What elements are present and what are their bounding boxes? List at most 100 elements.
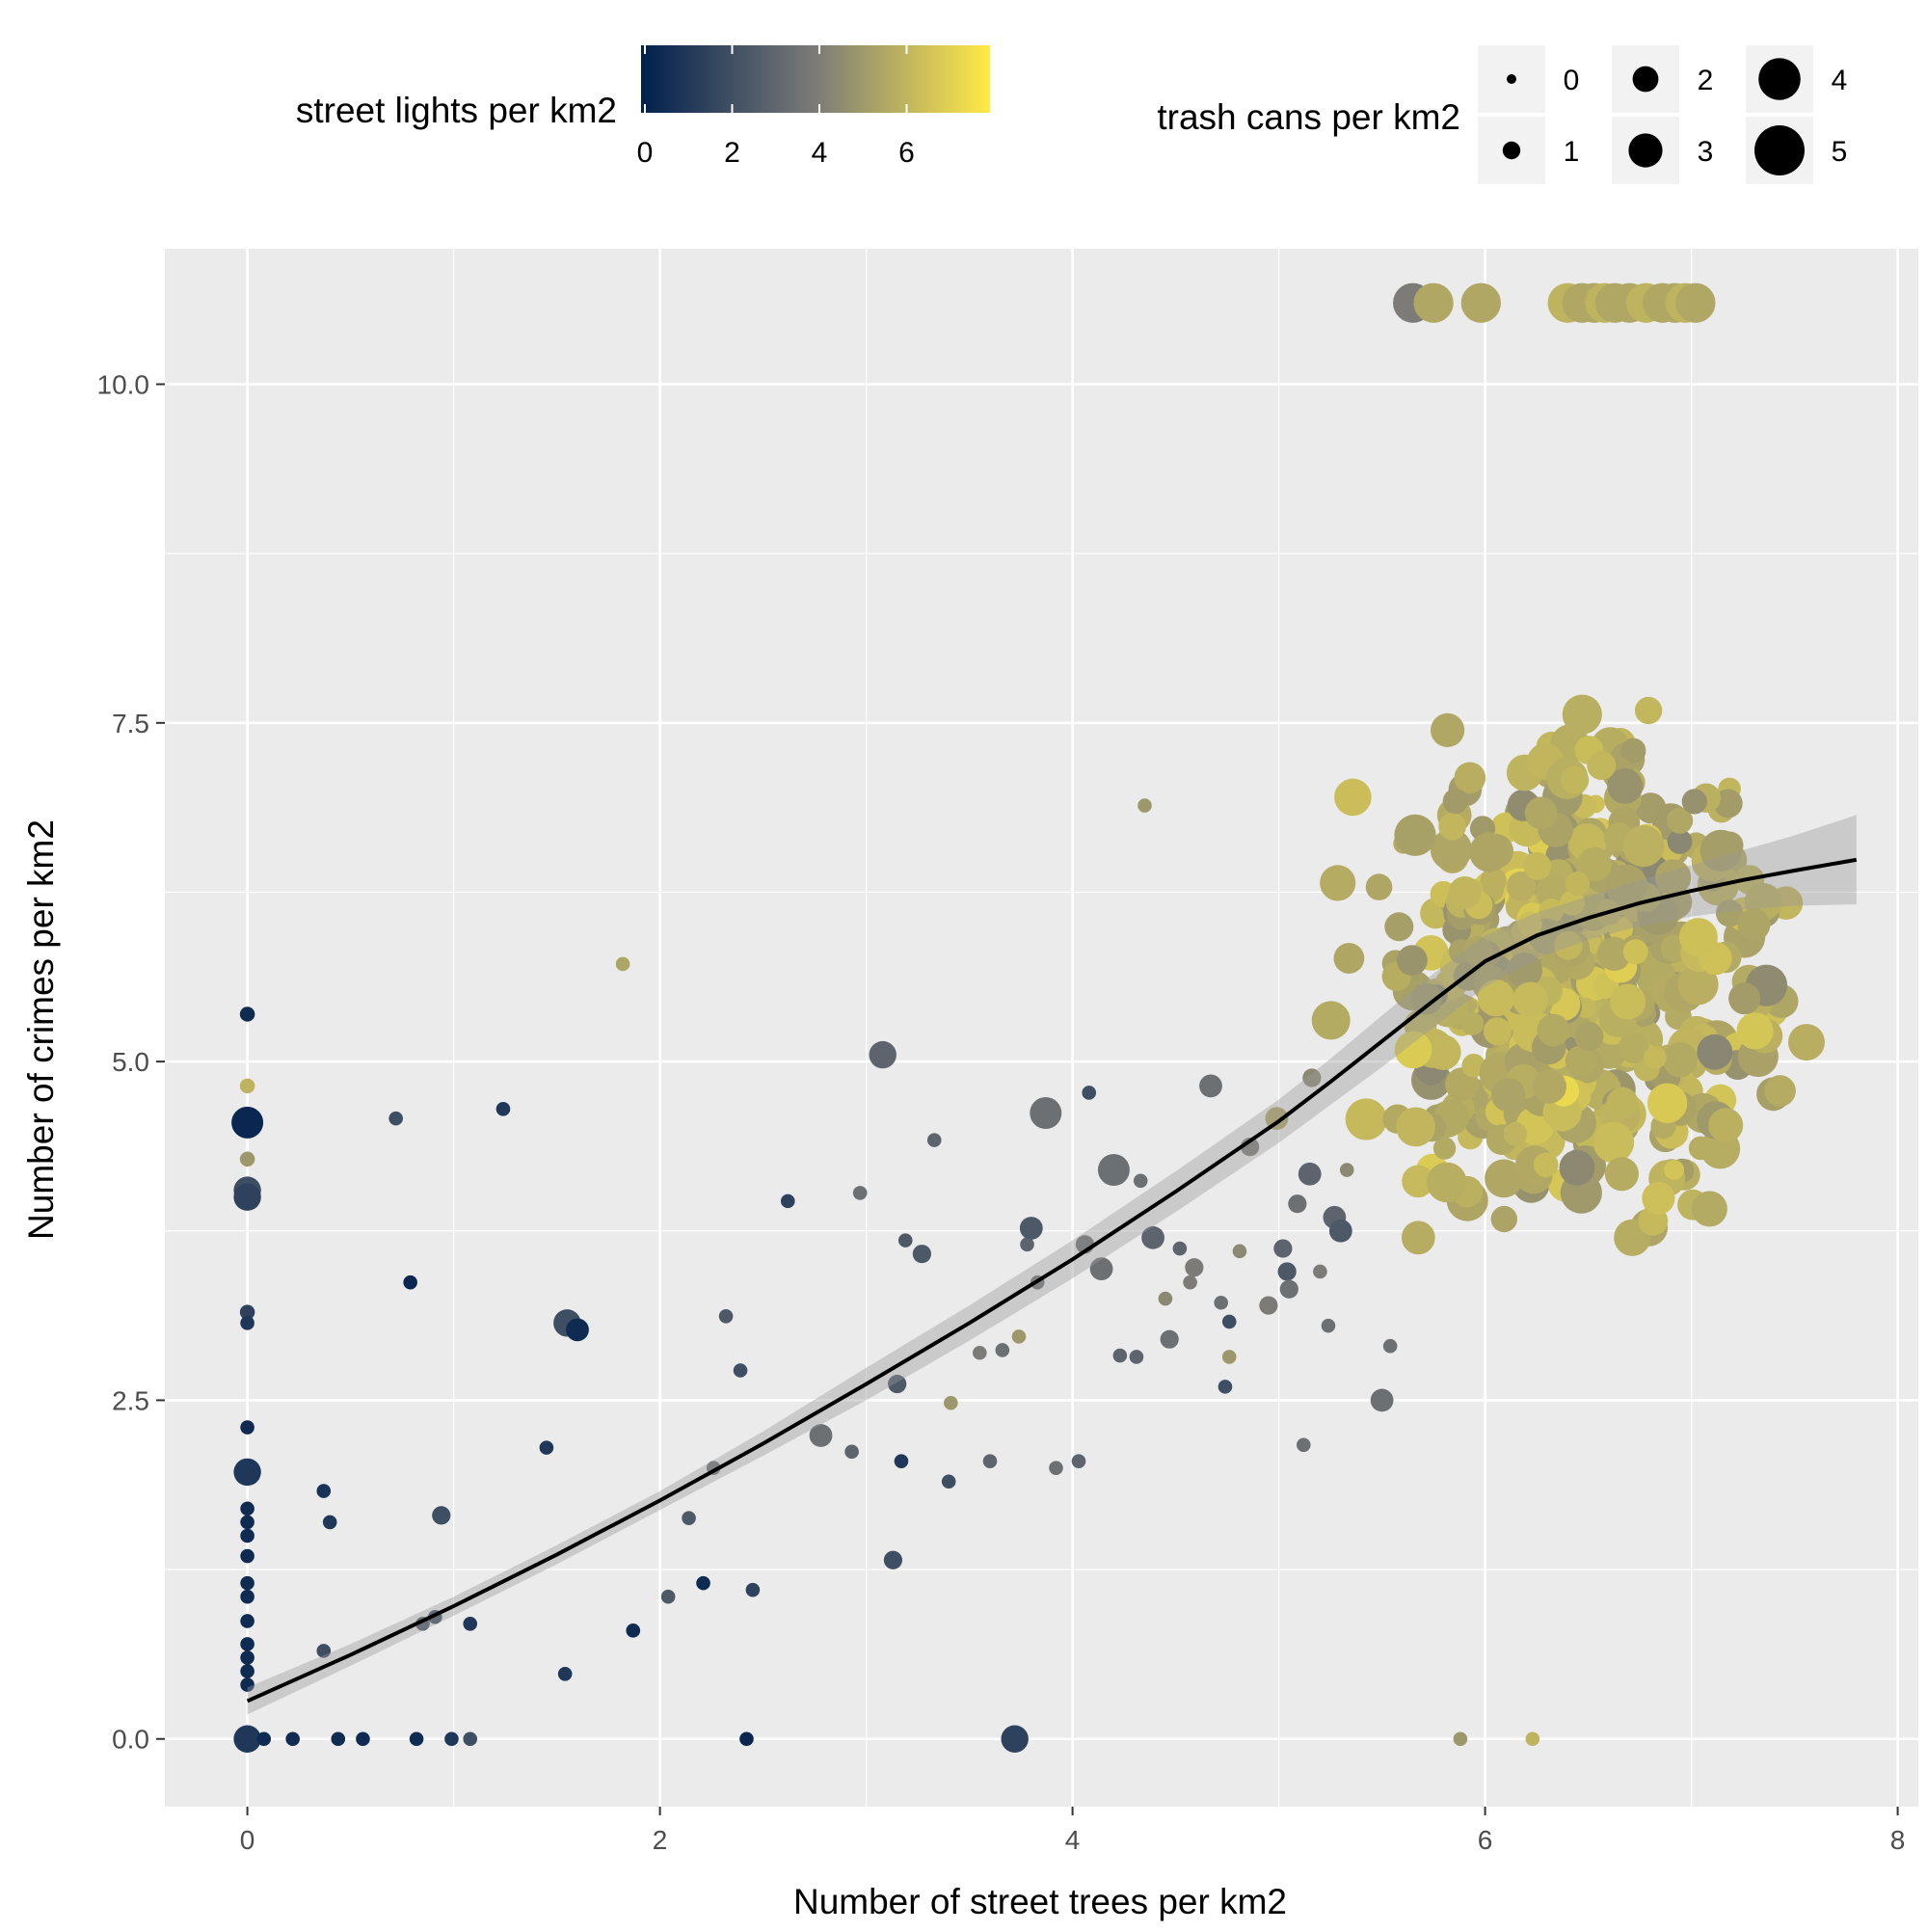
data-point bbox=[1401, 1221, 1435, 1255]
data-point bbox=[1454, 762, 1486, 794]
y-axis-title: Number of crimes per km2 bbox=[21, 819, 61, 1240]
data-point bbox=[240, 1420, 254, 1435]
data-point bbox=[240, 1614, 254, 1628]
data-point bbox=[1523, 852, 1552, 880]
data-point bbox=[1605, 864, 1647, 906]
smooth-trend-line bbox=[246, 857, 1858, 1704]
data-point bbox=[239, 1078, 255, 1094]
data-point bbox=[316, 1644, 332, 1658]
data-point bbox=[240, 1650, 254, 1665]
data-point bbox=[1606, 1087, 1639, 1119]
data-point bbox=[1402, 1165, 1434, 1198]
data-point bbox=[1490, 1205, 1518, 1233]
data-point bbox=[1129, 1350, 1144, 1364]
data-point-top-row bbox=[1675, 282, 1716, 323]
data-point bbox=[1561, 765, 1590, 794]
data-point bbox=[1607, 767, 1644, 804]
size-key-dot bbox=[1507, 74, 1516, 84]
data-point bbox=[1328, 1219, 1352, 1243]
data-point bbox=[1172, 1241, 1188, 1256]
points-layer bbox=[231, 282, 1825, 1753]
data-point bbox=[1394, 814, 1436, 856]
size-key-label: 2 bbox=[1698, 65, 1714, 96]
size-key-dot bbox=[1628, 133, 1663, 168]
data-point bbox=[1553, 930, 1583, 960]
data-point bbox=[883, 1550, 903, 1570]
data-point bbox=[1469, 832, 1510, 872]
data-point bbox=[1221, 1314, 1237, 1329]
data-point bbox=[1431, 712, 1465, 748]
data-point bbox=[1634, 696, 1663, 725]
plot-panel bbox=[165, 249, 1918, 1807]
data-point bbox=[1097, 1154, 1130, 1187]
data-point bbox=[973, 1345, 987, 1360]
data-point bbox=[1559, 890, 1586, 916]
data-point bbox=[1662, 1041, 1699, 1078]
data-point bbox=[1664, 1160, 1684, 1180]
data-point bbox=[1394, 1031, 1432, 1069]
data-point bbox=[1788, 1024, 1825, 1061]
data-point bbox=[444, 1731, 459, 1747]
data-point bbox=[1678, 918, 1718, 957]
data-point bbox=[1539, 898, 1565, 924]
data-point bbox=[1713, 789, 1743, 818]
data-point bbox=[1218, 1380, 1233, 1394]
data-point bbox=[1462, 936, 1493, 967]
data-point bbox=[233, 1183, 261, 1211]
data-point bbox=[1697, 1033, 1733, 1070]
data-point bbox=[495, 1102, 511, 1116]
data-point bbox=[1537, 1013, 1570, 1047]
data-point bbox=[1199, 1074, 1222, 1098]
data-point bbox=[409, 1731, 424, 1747]
data-point bbox=[1112, 1348, 1128, 1363]
data-point bbox=[1137, 798, 1152, 813]
axes: 0 2 4 6 8 0.0 2.5 5.0 7.5 10.0 bbox=[97, 370, 1906, 1855]
data-point bbox=[1507, 953, 1542, 988]
color-bar-ticks: 0 2 4 6 bbox=[637, 45, 915, 169]
data-point bbox=[1716, 831, 1744, 859]
data-point bbox=[240, 1548, 254, 1564]
data-point bbox=[240, 1637, 254, 1651]
data-point bbox=[682, 1511, 696, 1525]
data-point bbox=[403, 1275, 417, 1290]
data-point bbox=[615, 956, 630, 972]
color-bar-tick-label: 4 bbox=[812, 137, 828, 169]
data-point bbox=[240, 1575, 254, 1591]
data-point bbox=[1011, 1329, 1027, 1344]
data-point bbox=[1396, 1107, 1435, 1147]
data-point bbox=[239, 1006, 255, 1022]
data-point bbox=[1020, 1237, 1034, 1252]
y-tick-label: 2.5 bbox=[112, 1385, 149, 1415]
data-point bbox=[1574, 1021, 1604, 1051]
data-point bbox=[1677, 964, 1719, 1006]
data-point bbox=[696, 1575, 710, 1591]
color-bar-tick-label: 2 bbox=[724, 137, 740, 169]
data-point bbox=[1384, 912, 1414, 942]
data-point bbox=[926, 1133, 942, 1147]
data-point bbox=[944, 1395, 958, 1410]
data-point bbox=[626, 1623, 641, 1638]
data-point bbox=[1524, 796, 1558, 830]
data-point-top-row bbox=[1460, 282, 1501, 323]
data-point bbox=[809, 1424, 833, 1447]
data-point bbox=[1512, 981, 1548, 1018]
data-point bbox=[285, 1731, 300, 1747]
data-point bbox=[1491, 1078, 1526, 1113]
data-point bbox=[1533, 1152, 1559, 1178]
data-point bbox=[912, 1245, 931, 1264]
data-point bbox=[240, 1501, 254, 1516]
data-point bbox=[240, 1589, 254, 1604]
data-point bbox=[239, 1151, 255, 1167]
data-point bbox=[240, 1515, 254, 1530]
size-key-label: 3 bbox=[1698, 136, 1714, 168]
x-tick-label: 6 bbox=[1478, 1825, 1493, 1855]
data-point bbox=[240, 1528, 254, 1543]
size-key-dot bbox=[1632, 66, 1659, 93]
data-point bbox=[733, 1363, 748, 1378]
data-point bbox=[1313, 1264, 1327, 1279]
data-point bbox=[1273, 1239, 1293, 1258]
data-point bbox=[233, 1458, 261, 1487]
data-point bbox=[1587, 751, 1617, 780]
size-key-label: 5 bbox=[1832, 136, 1848, 168]
